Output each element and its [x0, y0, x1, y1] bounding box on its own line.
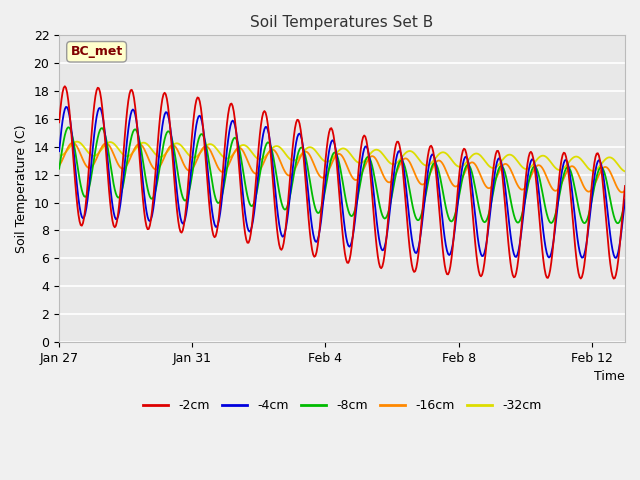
Text: BC_met: BC_met [70, 45, 123, 58]
Y-axis label: Soil Temperature (C): Soil Temperature (C) [15, 124, 28, 253]
X-axis label: Time: Time [595, 370, 625, 383]
Title: Soil Temperatures Set B: Soil Temperatures Set B [250, 15, 434, 30]
Legend: -2cm, -4cm, -8cm, -16cm, -32cm: -2cm, -4cm, -8cm, -16cm, -32cm [138, 394, 547, 417]
